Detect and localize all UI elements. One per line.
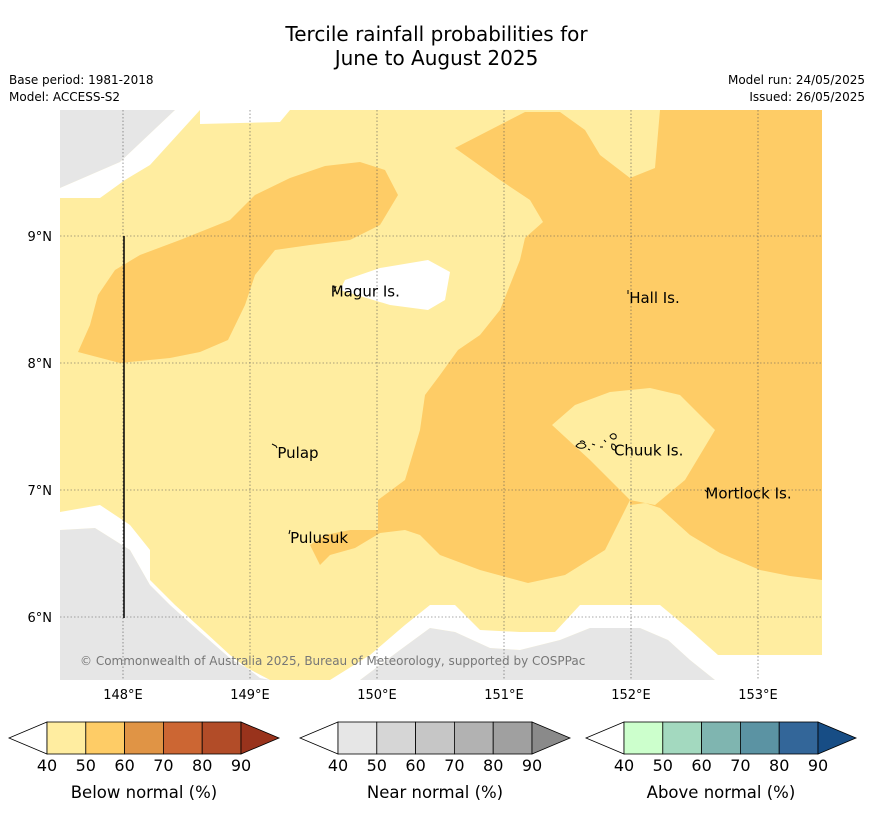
colorbar-tick-label: 50: [367, 756, 387, 775]
colorbar-segment: [453, 721, 494, 755]
colorbar-segment: [376, 721, 416, 755]
colorbar-left-extension: [298, 721, 339, 755]
copyright-text: © Commonwealth of Australia 2025, Bureau…: [80, 654, 585, 668]
colorbar-right-extension: [531, 721, 572, 755]
place-label-mortlock-is: Mortlock Is.: [705, 485, 791, 503]
map-title: Tercile rainfall probabilities for June …: [0, 22, 873, 70]
longitude-labels: 148°E 149°E 150°E 151°E 152°E 153°E: [103, 688, 778, 703]
colorbar-tick-label: 40: [37, 756, 57, 775]
colorbar-segment: [662, 721, 702, 755]
mortlock-island-shape: [704, 489, 708, 493]
colorbar-tick-label: 80: [769, 756, 789, 775]
colorbar-segment: [162, 721, 203, 755]
colorbar-segment: [778, 721, 819, 755]
colorbar-title: Below normal (%): [71, 783, 218, 802]
title-line-2: June to August 2025: [334, 46, 539, 70]
meta-left: Base period: 1981-2018 Model: ACCESS-S2: [9, 72, 154, 106]
near-normal-region-nw: [60, 110, 175, 188]
colorbar-segment: [46, 721, 87, 755]
colorbar-tick-label: 70: [730, 756, 750, 775]
colorbar-tick-label: 70: [153, 756, 173, 775]
colorbar-tick-label: 70: [444, 756, 464, 775]
near-normal-region-sw: [60, 528, 270, 680]
issued-date: Issued: 26/05/2025: [749, 90, 865, 104]
base-period: Base period: 1981-2018: [9, 73, 154, 87]
colorbar-3: 40 50 60 70 80 90 Above normal (%): [584, 721, 858, 802]
below-normal-50-60-region-nw: [78, 162, 398, 363]
lat-label-7: 7°N: [28, 484, 53, 499]
colorbar-tick-label: 90: [808, 756, 828, 775]
lat-label-6: 6°N: [28, 611, 53, 626]
colorbar-right-extension: [240, 721, 281, 755]
latitude-labels: 6°N 7°N 8°N 9°N: [28, 230, 53, 626]
white-band-north-strip: [200, 110, 290, 124]
magur-island-shape: [333, 285, 337, 293]
colorbar-segment: [415, 721, 455, 755]
place-label-magur-is: Magur Is.: [331, 283, 400, 301]
colorbar-tick-label: 40: [614, 756, 634, 775]
colorbar-segment: [85, 721, 126, 755]
lon-label-153: 153°E: [738, 688, 778, 703]
colorbar-tick-label: 60: [114, 756, 134, 775]
pulap-island-shape: [271, 443, 278, 449]
colorbar-segment: [492, 721, 533, 755]
colorbar-legends: 40 50 60 70 80 90 Below normal (%) 40 50 60 70 80 90…: [7, 721, 858, 802]
colorbar-segment: [623, 721, 664, 755]
colorbar-tick-label: 90: [522, 756, 542, 775]
place-label-pulap: Pulap: [277, 444, 318, 462]
colorbar-tick-label: 90: [231, 756, 251, 775]
place-label-chuuk-is: Chuuk Is.: [614, 441, 683, 459]
meta-right: Model run: 24/05/2025 Issued: 26/05/2025: [728, 72, 865, 106]
lat-label-9: 9°N: [28, 230, 53, 245]
colorbar-tick-label: 60: [405, 756, 425, 775]
colorbar-left-extension: [584, 721, 625, 755]
colorbar-2: 40 50 60 70 80 90 Near normal (%): [298, 721, 572, 802]
model-name: Model: ACCESS-S2: [9, 90, 121, 104]
colorbar-segment: [701, 721, 741, 755]
colorbar-1: 40 50 60 70 80 90 Below normal (%): [7, 721, 281, 802]
near-normal-region-south: [360, 628, 715, 680]
colorbar-title: Above normal (%): [647, 783, 796, 802]
model-run: Model run: 24/05/2025: [727, 73, 865, 87]
below-normal-50-60-region-east: [310, 110, 822, 583]
title-line-1: Tercile rainfall probabilities for: [285, 22, 588, 46]
white-band-sw: [60, 505, 270, 680]
lat-label-8: 8°N: [28, 357, 53, 372]
lon-label-150: 150°E: [357, 688, 397, 703]
lon-label-151: 151°E: [484, 688, 524, 703]
place-labels: Magur Is. Hall Is. Pulap Chuuk Is. Mortlock …: [277, 283, 791, 547]
place-label-pulusuk: Pulusuk: [290, 529, 348, 547]
colorbar-tick-label: 50: [653, 756, 673, 775]
colorbar-segment: [337, 721, 378, 755]
lon-label-149: 149°E: [230, 688, 270, 703]
white-band-south: [330, 605, 822, 680]
colorbar-segment: [740, 721, 780, 755]
colorbar-segment: [201, 721, 242, 755]
pulusuk-island-shape: [288, 529, 291, 535]
island-outlines: [271, 285, 708, 535]
grid-lines: [60, 110, 822, 680]
chuuk-lagoon-shape: [575, 433, 617, 451]
lon-label-148: 148°E: [103, 688, 143, 703]
map-area: © Commonwealth of Australia 2025, Bureau…: [60, 110, 822, 680]
colorbar-right-extension: [817, 721, 858, 755]
colorbar-tick-label: 80: [483, 756, 503, 775]
white-band-nw: [60, 110, 200, 198]
place-label-hall-is: Hall Is.: [629, 289, 680, 307]
colorbar-tick-label: 80: [192, 756, 212, 775]
colorbar-tick-label: 60: [691, 756, 711, 775]
lon-label-152: 152°E: [611, 688, 651, 703]
colorbar-left-extension: [7, 721, 48, 755]
colorbar-title: Near normal (%): [367, 783, 503, 802]
white-patch-magur: [340, 260, 450, 310]
colorbar-segment: [124, 721, 164, 755]
colorbar-tick-label: 50: [76, 756, 96, 775]
colorbar-tick-label: 40: [328, 756, 348, 775]
